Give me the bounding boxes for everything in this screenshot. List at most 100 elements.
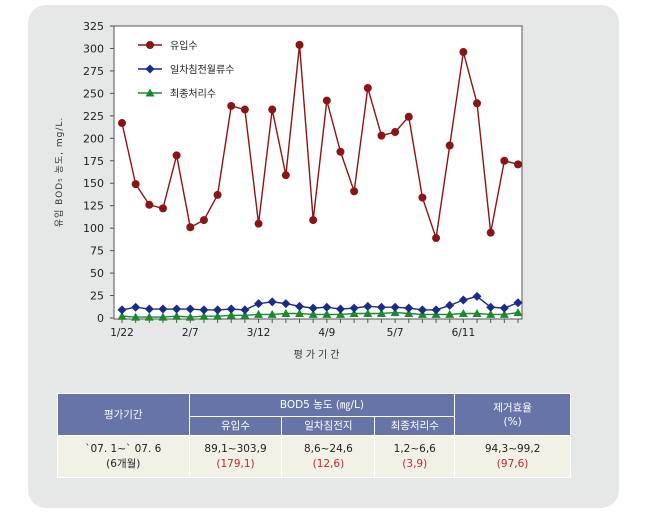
data-point (486, 302, 496, 312)
data-point (473, 99, 482, 108)
data-point (281, 171, 290, 180)
data-point (185, 312, 195, 321)
data-point (213, 311, 223, 320)
data-point (144, 312, 154, 321)
data-point (417, 305, 427, 315)
cell-final: 1,2~6,6 (3,9) (374, 435, 456, 478)
data-point (445, 300, 455, 310)
data-point (486, 309, 496, 318)
data-point (240, 105, 249, 114)
data-point (418, 193, 427, 202)
legend-label: 유입수 (170, 39, 198, 52)
data-point (513, 308, 523, 317)
data-point (391, 128, 400, 137)
efficiency-average: (97,6) (496, 457, 529, 470)
data-point (486, 228, 495, 237)
data-point (376, 309, 386, 318)
data-point (363, 309, 373, 318)
y-tick-label: 75 (90, 245, 104, 258)
data-point (213, 305, 223, 315)
y-tick-label: 275 (83, 65, 104, 78)
x-tick-label: 6/11 (452, 327, 476, 339)
data-point (254, 299, 264, 309)
data-point (513, 298, 523, 308)
influent-average: (179,1) (216, 457, 255, 470)
y-tick-label: 200 (83, 132, 104, 145)
legend-marker (145, 64, 155, 74)
data-point (172, 151, 181, 160)
cell-period: `07. 1~` 07. 6 (6개월) (57, 435, 190, 478)
data-point (363, 301, 373, 311)
influent-range: 89,1~303,9 (204, 442, 267, 455)
data-point (199, 305, 209, 315)
data-point (267, 309, 277, 318)
y-tick-label: 0 (97, 312, 104, 325)
x-tick-label: 4/9 (318, 327, 335, 339)
data-point (308, 303, 318, 313)
cell-efficiency: 94,3~99,2 (97,6) (454, 435, 571, 478)
data-point (349, 309, 359, 318)
data-point (158, 312, 168, 321)
data-point (350, 187, 359, 196)
series-1 (118, 40, 522, 243)
y-tick-label: 25 (90, 290, 104, 303)
data-point (500, 156, 509, 165)
data-point (281, 299, 291, 309)
table-subheader-row: 유입수 일차침전지 최종처리수 (58, 416, 571, 436)
data-point (227, 101, 236, 110)
y-axis: 0 25 50 75 100 125 150 175 200 225 250 275 300 325 (83, 20, 114, 325)
header-efficiency-text: 제거효율 (%) (493, 401, 532, 428)
bod-summary-table: 평가기간 BOD5 농도 (㎎/L) 제거효율 (%) 유입수 일차침전지 최종… (57, 393, 571, 478)
data-point (404, 112, 413, 121)
data-point (390, 302, 400, 312)
data-point (336, 147, 345, 156)
data-point (199, 216, 208, 225)
data-point (390, 308, 400, 317)
y-tick-label: 50 (90, 267, 104, 280)
subheader-final: 최종처리수 (374, 416, 456, 436)
header-period: 평가기간 (57, 393, 190, 436)
series-line (121, 44, 519, 239)
data-point (376, 302, 386, 312)
y-tick-label: 250 (83, 87, 104, 100)
data-point (117, 311, 127, 320)
series-group (117, 40, 523, 321)
data-point (322, 96, 331, 105)
data-point (499, 303, 509, 313)
data-point (144, 304, 154, 314)
data-point (458, 295, 468, 305)
data-point (186, 223, 195, 232)
x-axis-label: 평가기간 (294, 349, 343, 361)
bod-line-chart: 0 25 50 75 100 125 150 175 200 225 250 275 300 325 1/… (53, 20, 523, 361)
header-efficiency: 제거효율 (%) (454, 393, 571, 436)
y-tick-label: 150 (83, 177, 104, 190)
data-point (445, 309, 455, 318)
data-point (322, 309, 332, 318)
data-point (268, 105, 277, 114)
series-2 (117, 291, 523, 315)
data-point (404, 303, 414, 313)
data-point (322, 302, 332, 312)
data-point (172, 311, 182, 320)
data-point (445, 141, 454, 150)
data-point (377, 131, 386, 140)
data-point (145, 200, 154, 209)
y-tick-label: 300 (83, 42, 104, 55)
x-tick-label: 5/7 (387, 327, 404, 339)
primary-range: 8,6~24,6 (303, 442, 353, 455)
x-tick-label: 2/7 (182, 327, 199, 339)
legend-marker (146, 41, 154, 49)
cell-influent: 89,1~303,9 (179,1) (188, 435, 283, 478)
data-point (472, 309, 482, 318)
data-point (267, 297, 277, 307)
data-point (131, 312, 141, 321)
subheader-influent: 유입수 (188, 416, 283, 436)
data-point (172, 304, 182, 314)
data-point (472, 291, 482, 301)
y-tick-label: 225 (83, 110, 104, 123)
y-tick-label: 175 (83, 155, 104, 168)
data-point (363, 83, 372, 92)
data-point (309, 216, 318, 225)
data-point (254, 309, 264, 318)
